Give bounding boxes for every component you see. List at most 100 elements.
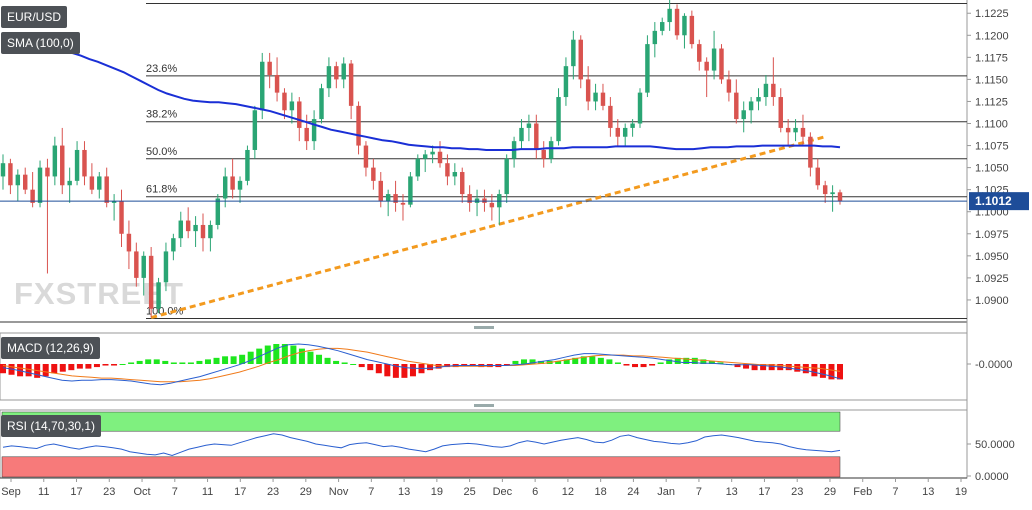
candle-body [208, 224, 213, 239]
macd-histogram-bar [837, 364, 843, 380]
sma-legend[interactable]: SMA (100,0) [1, 32, 80, 54]
candle-body [22, 174, 28, 190]
candle-body [67, 180, 72, 186]
rsi-legend[interactable]: RSI (14,70,30,1) [1, 415, 102, 437]
macd-histogram-bar [170, 362, 177, 364]
macd-histogram-bar [316, 354, 323, 364]
candle-body [504, 158, 509, 195]
macd-histogram-bar [25, 364, 32, 377]
candle-body [697, 44, 702, 62]
macd-histogram-bar [520, 359, 527, 364]
macd-histogram-bar [623, 364, 630, 366]
macd-histogram-bar [213, 357, 220, 364]
candle-body [556, 97, 561, 142]
macd-histogram-bar [785, 364, 792, 371]
candle-body [748, 101, 754, 111]
candle-body [704, 61, 709, 71]
time-tick-label: Nov [329, 486, 349, 498]
candle-body [89, 176, 95, 190]
candle-body [415, 158, 421, 177]
candle-body [674, 8, 680, 36]
candle-body [289, 101, 295, 111]
price-tick-label: 1.1075 [975, 141, 1009, 153]
macd-histogram-bar [42, 364, 49, 377]
macd-histogram-bar [760, 364, 767, 371]
macd-histogram-bar [743, 364, 750, 369]
macd-histogram-bar [657, 362, 664, 364]
price-tick-label: 1.1225 [975, 8, 1009, 20]
macd-histogram-bar [683, 357, 690, 364]
price-tick-label: 1.0900 [975, 295, 1009, 307]
candle-body [156, 282, 161, 309]
time-tick-label: 7 [892, 486, 898, 498]
sma-line [2, 34, 841, 151]
candle-body [260, 61, 265, 111]
trend-line [150, 135, 826, 320]
time-tick-label: Feb [853, 486, 872, 498]
candle-body [489, 202, 495, 208]
candle-body [615, 127, 621, 137]
candle-body [600, 92, 606, 106]
macd-histogram-bar [196, 360, 203, 364]
macd-histogram-bar [606, 359, 613, 364]
macd-histogram-bar [307, 351, 314, 364]
macd-legend[interactable]: MACD (12,26,9) [1, 337, 100, 359]
time-tick-label: Jan [657, 486, 675, 498]
time-tick-label: 18 [595, 486, 607, 498]
macd-histogram-bar [794, 364, 801, 372]
candle-body [830, 192, 835, 195]
macd-histogram-bar [358, 364, 365, 368]
fib-label: 38.2% [146, 109, 177, 121]
candle-body [319, 88, 324, 120]
candle-body [585, 79, 591, 102]
candle-body [45, 167, 50, 177]
candle-body [52, 145, 58, 177]
time-tick-label: 7 [696, 486, 702, 498]
macd-histogram-bar [580, 356, 587, 364]
fib-label: 23.6% [146, 63, 177, 75]
candle-body [400, 202, 406, 205]
candle-body [311, 119, 317, 142]
macd-histogram-bar [708, 360, 715, 364]
macd-histogram-bar [0, 364, 6, 374]
candle-body [800, 127, 806, 137]
candle-body [667, 8, 672, 23]
current-price-label: 1.1012 [975, 194, 1012, 208]
macd-histogram-bar [153, 359, 160, 364]
candle-body [356, 105, 361, 146]
candle-body [645, 44, 650, 93]
candle-body [408, 176, 413, 205]
rsi-oversold-zone [1, 456, 841, 478]
time-tick-label: 7 [172, 486, 178, 498]
candle-body [526, 123, 532, 128]
macd-histogram-bar [341, 362, 348, 364]
time-tick-label: 29 [824, 486, 836, 498]
price-tick-label: 1.1175 [975, 52, 1008, 64]
candle-body [237, 180, 243, 190]
candle-body [371, 167, 376, 181]
candle-body [719, 48, 724, 80]
time-tick-label: 19 [431, 486, 443, 498]
time-tick-label: 17 [70, 486, 82, 498]
macd-histogram-bar [187, 362, 194, 364]
candle-body [282, 92, 287, 111]
macd-histogram-bar [273, 344, 280, 364]
macd-histogram-bar [136, 360, 143, 364]
macd-histogram-bar [59, 364, 66, 372]
time-tick-label: 19 [955, 486, 967, 498]
macd-histogram-bar [597, 357, 604, 364]
candle-body [37, 167, 43, 203]
candle-body [452, 172, 458, 177]
macd-histogram-bar [555, 360, 562, 364]
time-tick-label: Oct [133, 486, 150, 498]
price-tick-label: 1.1050 [975, 163, 1009, 175]
rsi-tick-label: 0.0000 [975, 471, 1009, 483]
macd-histogram-bar [409, 364, 416, 377]
symbol-label[interactable]: EUR/USD [1, 6, 68, 28]
macd-histogram-bar [529, 359, 536, 364]
candle-body [126, 233, 132, 252]
macd-signal-line [2, 347, 841, 383]
candle-body [230, 176, 235, 190]
candle-body [222, 176, 228, 199]
